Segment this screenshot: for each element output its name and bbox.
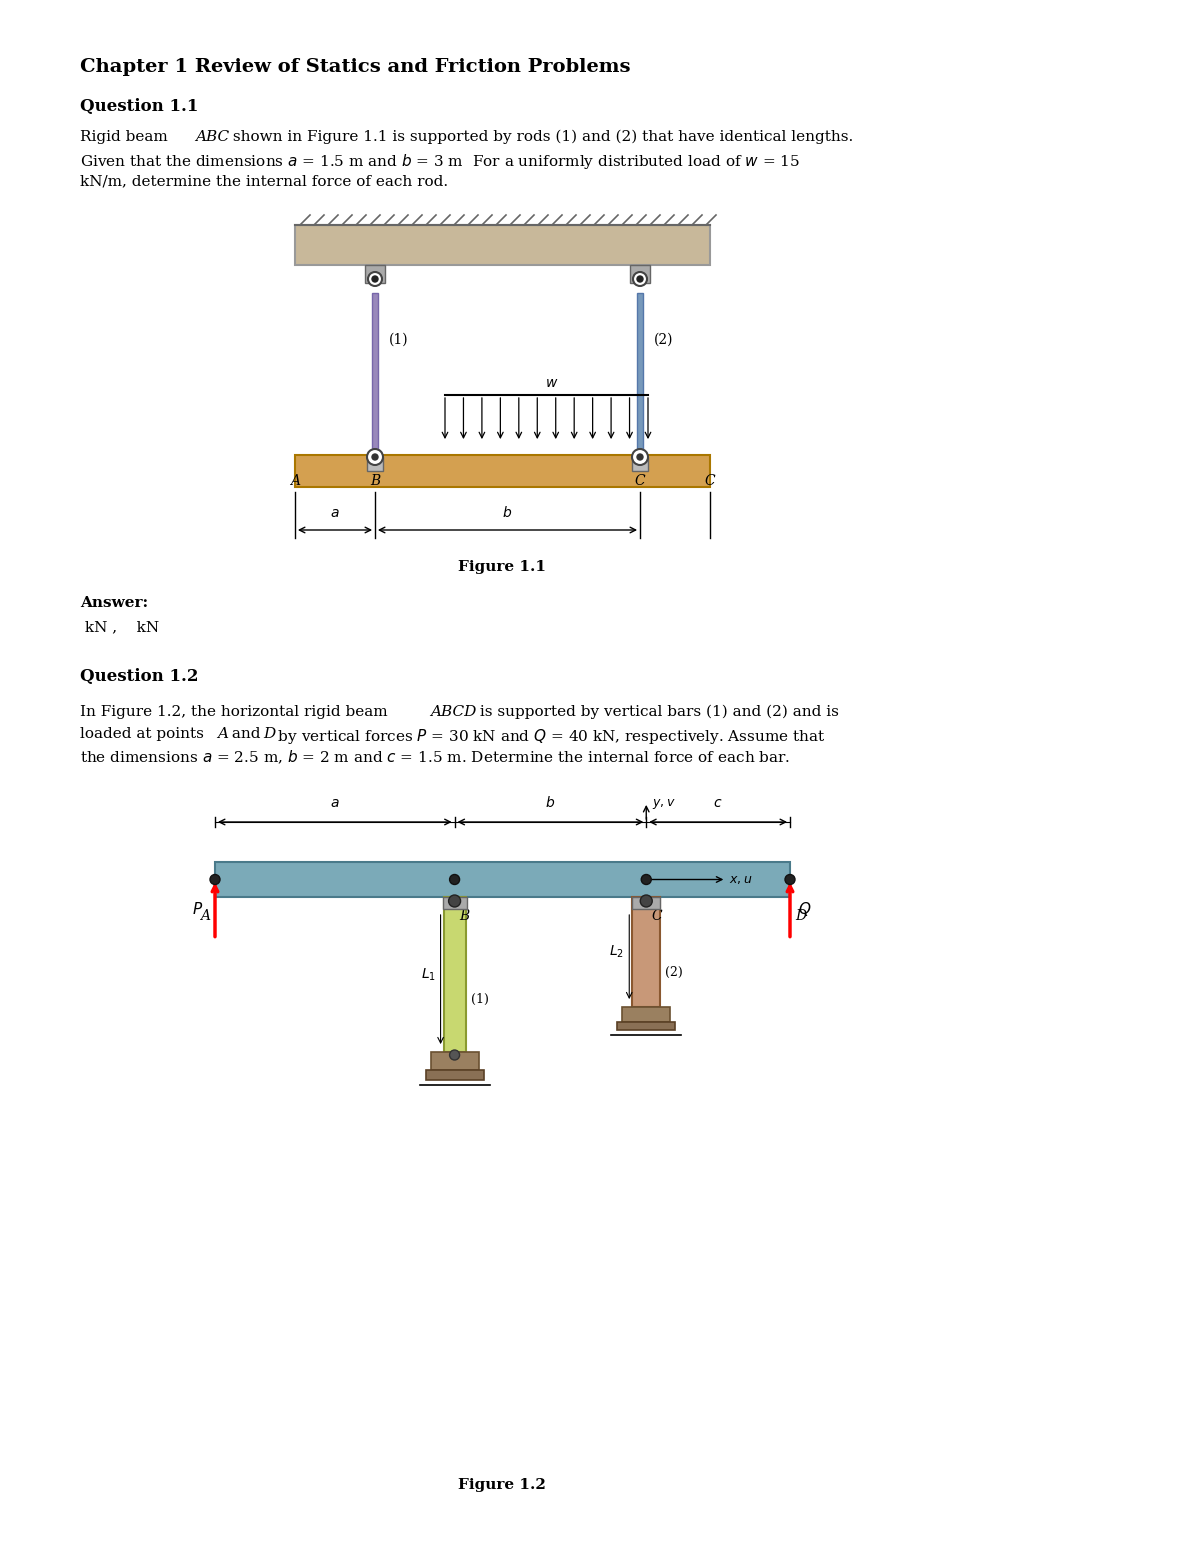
Text: $w$: $w$	[545, 376, 558, 390]
Text: Chapter 1 Review of Statics and Friction Problems: Chapter 1 Review of Statics and Friction…	[80, 57, 630, 76]
Text: shown in Figure 1.1 is supported by rods (1) and (2) that have identical lengths: shown in Figure 1.1 is supported by rods…	[228, 130, 853, 144]
Bar	[632, 457, 648, 471]
Text: loaded at points: loaded at points	[80, 727, 209, 741]
Text: D: D	[796, 909, 806, 922]
Text: Answer:: Answer:	[80, 596, 148, 610]
Text: $L_2$: $L_2$	[610, 944, 624, 960]
Text: kN/m, determine the internal force of each rod.: kN/m, determine the internal force of ea…	[80, 174, 448, 188]
Circle shape	[372, 453, 378, 460]
Text: C: C	[652, 909, 662, 922]
Text: $b$: $b$	[545, 795, 556, 811]
Circle shape	[785, 874, 796, 885]
Text: (1): (1)	[389, 332, 409, 346]
Bar	[630, 266, 650, 283]
Text: $x,u$: $x,u$	[730, 873, 752, 887]
Circle shape	[637, 276, 643, 283]
Bar	[295, 455, 710, 488]
Bar	[632, 898, 660, 909]
Circle shape	[641, 874, 652, 885]
Text: $a$: $a$	[330, 506, 340, 520]
Circle shape	[372, 276, 378, 283]
Text: D: D	[263, 727, 275, 741]
Text: and: and	[227, 727, 265, 741]
Text: by vertical forces $P$ = 30 kN and $Q$ = 40 kN, respectively. Assume that: by vertical forces $P$ = 30 kN and $Q$ =…	[274, 727, 826, 745]
Bar	[431, 1051, 479, 1070]
Text: $b$: $b$	[503, 505, 512, 520]
Bar	[444, 898, 466, 1051]
Text: $c$: $c$	[714, 797, 722, 811]
Text: ABC: ABC	[194, 130, 229, 144]
Text: Given that the dimensions $a$ = 1.5 m and $b$ = 3 m  For a uniformly distributed: Given that the dimensions $a$ = 1.5 m an…	[80, 152, 800, 171]
Bar	[367, 457, 383, 471]
Text: Rigid beam: Rigid beam	[80, 130, 173, 144]
Text: A: A	[217, 727, 228, 741]
Text: In Figure 1.2, the horizontal rigid beam: In Figure 1.2, the horizontal rigid beam	[80, 705, 392, 719]
Bar	[372, 294, 378, 455]
Text: A: A	[290, 474, 300, 488]
Circle shape	[637, 453, 643, 460]
Text: A: A	[200, 909, 210, 922]
Circle shape	[641, 895, 653, 907]
Circle shape	[449, 895, 461, 907]
Bar	[637, 294, 643, 455]
Text: $a$: $a$	[330, 797, 340, 811]
Text: $L_1$: $L_1$	[421, 966, 436, 983]
Circle shape	[368, 272, 382, 286]
Text: (1): (1)	[470, 992, 488, 1006]
Text: Figure 1.1: Figure 1.1	[458, 561, 546, 575]
Text: the dimensions $a$ = 2.5 m, $b$ = 2 m and $c$ = 1.5 m. Determine the internal fo: the dimensions $a$ = 2.5 m, $b$ = 2 m an…	[80, 749, 791, 767]
Circle shape	[367, 449, 383, 464]
Text: $Q$: $Q$	[798, 901, 811, 918]
Bar	[443, 898, 467, 909]
Bar	[426, 1070, 484, 1079]
Text: B: B	[460, 909, 470, 922]
Text: $y,v$: $y,v$	[653, 797, 676, 811]
Circle shape	[210, 874, 220, 885]
Text: kN ,    kN: kN , kN	[80, 620, 160, 634]
Bar	[295, 225, 710, 266]
Bar	[215, 862, 790, 898]
Bar	[365, 266, 385, 283]
Text: Question 1.2: Question 1.2	[80, 668, 198, 685]
Text: ABCD: ABCD	[430, 705, 476, 719]
Bar	[632, 898, 660, 1006]
Circle shape	[634, 272, 647, 286]
Circle shape	[450, 1050, 460, 1061]
Text: Question 1.1: Question 1.1	[80, 98, 198, 115]
Text: Figure 1.2: Figure 1.2	[458, 1478, 546, 1492]
Text: $P$: $P$	[192, 901, 203, 918]
Text: B: B	[370, 474, 380, 488]
Text: C: C	[704, 474, 715, 488]
Circle shape	[632, 449, 648, 464]
Bar	[623, 1006, 671, 1022]
Circle shape	[450, 874, 460, 885]
Text: (2): (2)	[665, 966, 683, 978]
Text: is supported by vertical bars (1) and (2) and is: is supported by vertical bars (1) and (2…	[475, 705, 839, 719]
Bar	[617, 1022, 676, 1030]
Text: C: C	[635, 474, 646, 488]
Text: (2): (2)	[654, 332, 673, 346]
